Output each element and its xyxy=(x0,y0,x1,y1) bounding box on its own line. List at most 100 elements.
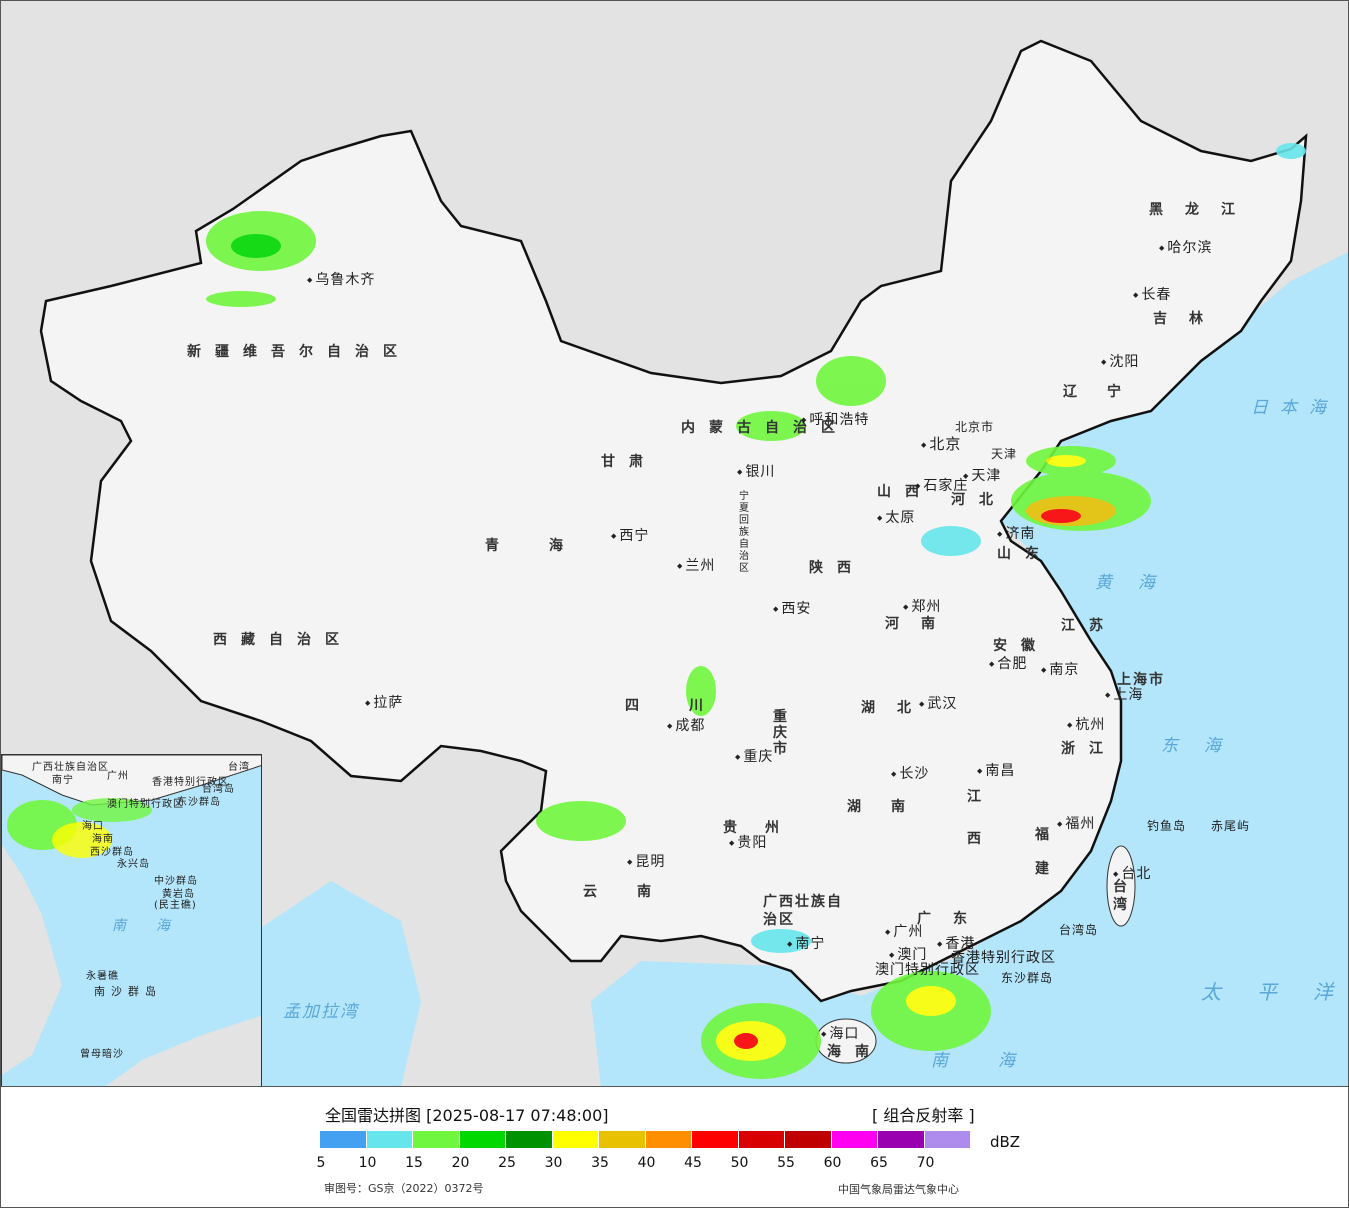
province-label: 宁夏回族自治区 xyxy=(739,491,750,574)
city-label: 北京 xyxy=(921,433,961,454)
organization: 中国气象局雷达气象中心 xyxy=(838,1183,959,1196)
city-label: 昆明 xyxy=(627,851,665,871)
province-label: 广东 xyxy=(917,911,989,927)
sea-label: 黄海 xyxy=(1095,573,1181,593)
city-label: 郑州 xyxy=(903,596,941,616)
city-label: 南京 xyxy=(1041,659,1079,679)
city-label: 呼和浩特 xyxy=(801,409,869,429)
inset-label: 西沙群岛 xyxy=(90,847,134,858)
city-label: 西安 xyxy=(773,598,811,618)
sea-bengal xyxy=(256,881,421,1086)
inset-label: (民主礁) xyxy=(154,900,197,911)
city-label: 合肥 xyxy=(989,653,1027,673)
city-label: 兰州 xyxy=(677,555,715,575)
scale-tick: 55 xyxy=(777,1155,795,1171)
color-swatch xyxy=(320,1131,367,1148)
city-label: 西宁 xyxy=(611,525,649,545)
inset-label: 广西壮族自治区 xyxy=(32,762,109,773)
province-label: 浙江 xyxy=(1061,741,1117,757)
inset-label: 香港特别行政区 xyxy=(152,777,229,788)
inset-label: 永暑礁 xyxy=(86,971,119,982)
inset-label: 澳门特别行政区 xyxy=(107,799,184,810)
color-swatch xyxy=(366,1131,413,1148)
city-label: 南宁 xyxy=(787,933,825,953)
province-label: 山东 xyxy=(997,546,1053,562)
inset-label: 台湾 xyxy=(228,762,250,773)
province-label: 西藏自治区 xyxy=(213,632,353,648)
island-label: 东沙群岛 xyxy=(1001,971,1054,985)
color-swatch xyxy=(785,1131,832,1148)
scale-tick: 20 xyxy=(451,1155,470,1171)
city-label: 天津 xyxy=(963,465,1001,485)
province-label: 湖南 xyxy=(847,799,935,815)
province-label: 香港特别行政区 xyxy=(951,950,1056,966)
province-label: 山西 xyxy=(877,484,933,500)
city-label: 石家庄 xyxy=(915,475,968,495)
province-label: 江苏 xyxy=(1061,618,1117,634)
sea-label: 东海 xyxy=(1161,736,1247,756)
province-label: 新疆维吾尔自治区 xyxy=(187,344,411,360)
inset-shapes xyxy=(2,755,261,1086)
city-label: 成都 xyxy=(667,715,705,735)
unit-label: dBZ xyxy=(990,1133,1021,1151)
scale-tick: 30 xyxy=(544,1155,563,1171)
province-label: 陕西 xyxy=(809,560,865,576)
inset-label: 东沙群岛 xyxy=(177,797,221,808)
city-label: 沈阳 xyxy=(1101,351,1139,371)
inset-label: 广州 xyxy=(107,771,129,782)
city-label: 济南 xyxy=(997,523,1035,543)
radar-echoes xyxy=(206,143,1306,1079)
city-label: 上海 xyxy=(1105,684,1143,704)
city-label: 海口 xyxy=(821,1023,859,1043)
south-china-sea-inset: 广西壮族自治区 南宁 广州 香港特别行政区 澳门特别行政区 台湾岛 东沙群岛 海… xyxy=(1,754,262,1086)
inset-label: 海口 xyxy=(82,821,104,832)
island-label: 台湾岛 xyxy=(1059,923,1099,937)
color-swatch xyxy=(831,1131,878,1148)
scale-tick: 60 xyxy=(823,1155,842,1171)
sea-label: 孟加拉湾 xyxy=(283,1002,359,1022)
scale-tick: 35 xyxy=(591,1155,609,1171)
city-label: 拉萨 xyxy=(365,692,403,712)
city-label: 重庆 xyxy=(735,746,773,766)
province-label: 重庆市 xyxy=(773,709,787,757)
province-label: 江西 xyxy=(967,789,981,847)
color-swatch xyxy=(413,1131,460,1148)
province-label: 辽宁 xyxy=(1063,384,1151,400)
province-label: 广西壮族自治区 xyxy=(763,894,843,928)
color-swatch xyxy=(599,1131,646,1148)
scale-tick: 40 xyxy=(637,1155,656,1171)
scale-tick: 65 xyxy=(870,1155,888,1171)
scale-tick: 70 xyxy=(916,1155,935,1171)
product-name: [ 组合反射率 ] xyxy=(872,1106,975,1125)
province-label: 黑龙江 xyxy=(1149,202,1257,218)
color-swatch xyxy=(692,1131,739,1148)
radar-map[interactable]: 新疆维吾尔自治区 西藏自治区 青海 甘肃 内蒙古自治区 黑龙江 吉林 辽宁 河北… xyxy=(1,1,1348,1087)
color-swatch xyxy=(459,1131,506,1148)
inset-label: 南宁 xyxy=(52,775,74,786)
city-label: 哈尔滨 xyxy=(1159,237,1212,257)
province-label: 安徽 xyxy=(993,638,1049,654)
city-label: 贵阳 xyxy=(729,832,767,852)
province-label: 甘肃 xyxy=(601,454,657,470)
color-scale xyxy=(320,1131,971,1148)
inset-label: 曾母暗沙 xyxy=(80,1049,124,1060)
sea-label: 南海 xyxy=(931,1051,1065,1071)
city-label: 太原 xyxy=(877,507,915,527)
scale-tick: 10 xyxy=(358,1155,377,1171)
city-label: 武汉 xyxy=(919,693,957,713)
legend: 全国雷达拼图 [2025-08-17 07:48:00] [ 组合反射率 ] d… xyxy=(0,1088,1349,1208)
province-label: 河北 xyxy=(951,492,1007,508)
inset-label: 中沙群岛 xyxy=(154,876,198,887)
inset-label: 南沙群岛 xyxy=(94,985,162,998)
map-title: 全国雷达拼图 [2025-08-17 07:48:00] xyxy=(325,1106,609,1125)
city-label: 福州 xyxy=(1057,813,1095,833)
color-swatch xyxy=(878,1131,925,1148)
city-label: 银川 xyxy=(737,461,775,481)
scale-tick: 5 xyxy=(316,1155,326,1171)
scale-tick: 15 xyxy=(405,1155,423,1171)
province-label: 澳门特别行政区 xyxy=(875,962,980,978)
province-label: 河南 xyxy=(885,616,957,632)
scale-tick: 25 xyxy=(498,1155,516,1171)
city-label: 长沙 xyxy=(891,763,929,783)
city-label: 长春 xyxy=(1133,284,1171,304)
